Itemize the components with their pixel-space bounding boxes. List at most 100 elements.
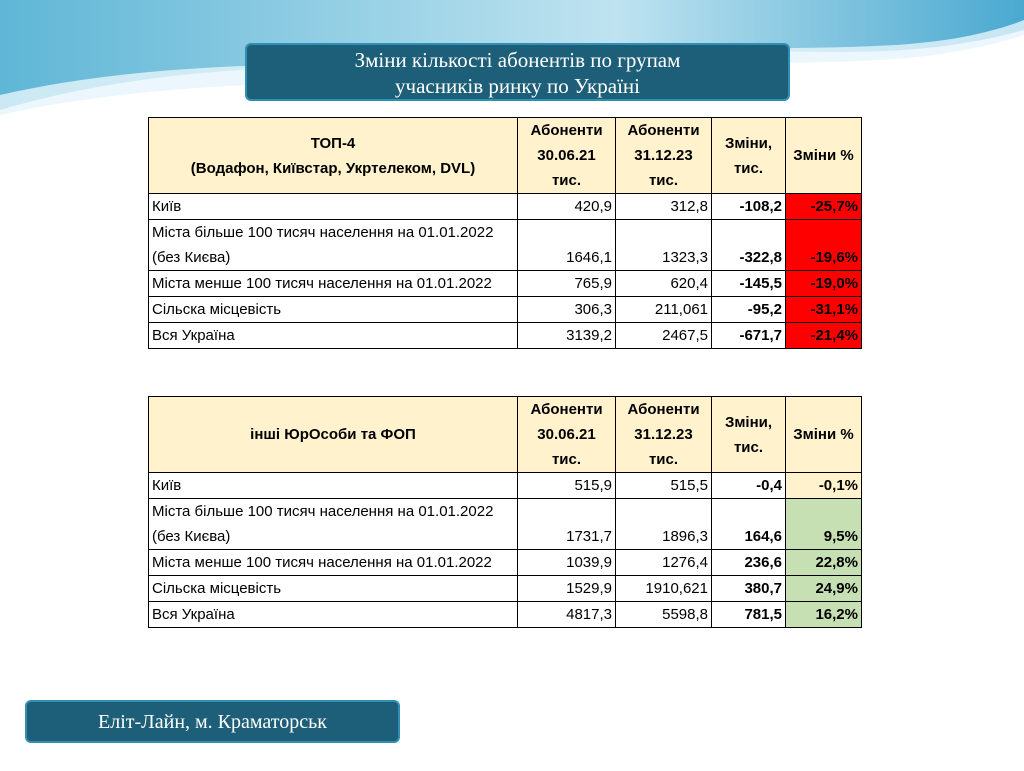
cell-value: 1039,9 bbox=[517, 549, 616, 576]
header-cell: Зміни, тис. bbox=[711, 117, 786, 194]
header-row: ТОП-4 (Водафон, Київстар, Укртелеком, DVL… bbox=[148, 117, 862, 194]
cell-value: -25,7% bbox=[785, 193, 862, 220]
cell-value: 1896,3 bbox=[615, 498, 712, 550]
header-cell: інші ЮрОсоби та ФОП bbox=[148, 396, 518, 473]
header-line: Абоненти bbox=[627, 401, 700, 418]
cell-value: 4817,3 bbox=[517, 601, 616, 628]
header-cell: Зміни, тис. bbox=[711, 396, 786, 473]
row-label: Міста більше 100 тисяч населення на 01.0… bbox=[148, 498, 518, 550]
cell-value: 515,5 bbox=[615, 472, 712, 499]
header-cell: ТОП-4 (Водафон, Київстар, Укртелеком, DVL… bbox=[148, 117, 518, 194]
cell-value: 211,061 bbox=[615, 296, 712, 323]
header-cell: Абоненти 31.12.23 тис. bbox=[615, 117, 712, 194]
cell-value: 3139,2 bbox=[517, 322, 616, 349]
cell-value: 1529,9 bbox=[517, 575, 616, 602]
cell-value: -19,0% bbox=[785, 270, 862, 297]
data-row: Київ 515,9 515,5 -0,4 -0,1% bbox=[148, 472, 862, 499]
title-line: Зміни кількості абонентів по групам bbox=[354, 48, 681, 72]
cell-value: -145,5 bbox=[711, 270, 786, 297]
cell-value: 22,8% bbox=[785, 549, 862, 576]
cell-value: 24,9% bbox=[785, 575, 862, 602]
row-label: Вся Україна bbox=[148, 322, 518, 349]
title-line: учасників ринку по Україні bbox=[395, 74, 640, 98]
header-line: Абоненти bbox=[530, 401, 603, 418]
header-line: Абоненти bbox=[627, 122, 700, 139]
data-row: Київ 420,9 312,8 -108,2 -25,7% bbox=[148, 193, 862, 220]
header-cell: Зміни % bbox=[785, 396, 862, 473]
cell-value: 312,8 bbox=[615, 193, 712, 220]
header-line: тис. bbox=[733, 438, 764, 456]
cell-value: 236,6 bbox=[711, 549, 786, 576]
header-cell: Абоненти 30.06.21 тис. bbox=[517, 396, 616, 473]
header-line: Зміни % bbox=[793, 426, 854, 443]
cell-value: -0,4 bbox=[711, 472, 786, 499]
data-row: Сільска місцевість 1529,9 1910,621 380,7 24,… bbox=[148, 575, 862, 602]
header-line: тис. bbox=[733, 159, 764, 177]
row-label: Вся Україна bbox=[148, 601, 518, 628]
footer: Еліт-Лайн, м. Краматорськ bbox=[25, 700, 400, 743]
cell-value: 1910,621 bbox=[615, 575, 712, 602]
data-row: Міста менше 100 тисяч населення на 01.01… bbox=[148, 549, 862, 576]
row-label: Сільска місцевість bbox=[148, 296, 518, 323]
header-line: Зміни, bbox=[724, 134, 773, 152]
header-line: тис. bbox=[648, 451, 679, 468]
data-row: Міста більше 100 тисяч населення на 01.0… bbox=[148, 219, 862, 271]
data-table: ТОП-4 (Водафон, Київстар, Укртелеком, DVL… bbox=[148, 117, 862, 349]
cell-value: -671,7 bbox=[711, 322, 786, 349]
header-line: 30.06.21 bbox=[537, 426, 596, 443]
cell-value: 2467,5 bbox=[615, 322, 712, 349]
slide-title: Зміни кількості абонентів по групам учас… bbox=[245, 43, 790, 101]
header-line: тис. bbox=[551, 451, 582, 468]
row-label: Міста більше 100 тисяч населення на 01.0… bbox=[148, 219, 518, 271]
data-row: Міста менше 100 тисяч населення на 01.01… bbox=[148, 270, 862, 297]
cell-value: -322,8 bbox=[711, 219, 786, 271]
data-row: Сільска місцевість 306,3 211,061 -95,2 -31,1… bbox=[148, 296, 862, 323]
cell-value: 5598,8 bbox=[615, 601, 712, 628]
data-table: інші ЮрОсоби та ФОП Абоненти 30.06.21 тис. А… bbox=[148, 396, 862, 628]
header-line: Зміни % bbox=[793, 147, 854, 164]
row-label: Міста менше 100 тисяч населення на 01.01… bbox=[148, 549, 518, 576]
cell-value: -0,1% bbox=[785, 472, 862, 499]
row-label: Міста менше 100 тисяч населення на 01.01… bbox=[148, 270, 518, 297]
cell-value: 1646,1 bbox=[517, 219, 616, 271]
header-line: Зміни, bbox=[724, 413, 773, 431]
cell-value: 1731,7 bbox=[517, 498, 616, 550]
cell-value: 306,3 bbox=[517, 296, 616, 323]
cell-value: 420,9 bbox=[517, 193, 616, 220]
header-row: інші ЮрОсоби та ФОП Абоненти 30.06.21 тис. А… bbox=[148, 396, 862, 473]
cell-value: -108,2 bbox=[711, 193, 786, 220]
data-row: Вся Україна 4817,3 5598,8 781,5 16,2% bbox=[148, 601, 862, 628]
row-label: Київ bbox=[148, 193, 518, 220]
header-cell: Абоненти 30.06.21 тис. bbox=[517, 117, 616, 194]
header-line: 31.12.23 bbox=[634, 426, 693, 443]
cell-value: 9,5% bbox=[785, 498, 862, 550]
cell-value: -95,2 bbox=[711, 296, 786, 323]
cell-value: 1323,3 bbox=[615, 219, 712, 271]
cell-value: 620,4 bbox=[615, 270, 712, 297]
cell-value: -31,1% bbox=[785, 296, 862, 323]
header-line: 31.12.23 bbox=[634, 147, 693, 164]
data-row: Вся Україна 3139,2 2467,5 -671,7 -21,4% bbox=[148, 322, 862, 349]
cell-value: 380,7 bbox=[711, 575, 786, 602]
header-line: тис. bbox=[648, 172, 679, 189]
header-line: (Водафон, Київстар, Укртелеком, DVL) bbox=[190, 159, 476, 177]
cell-value: 1276,4 bbox=[615, 549, 712, 576]
header-line: інші ЮрОсоби та ФОП bbox=[250, 426, 416, 443]
header-cell: Зміни % bbox=[785, 117, 862, 194]
cell-value: -21,4% bbox=[785, 322, 862, 349]
cell-value: 16,2% bbox=[785, 601, 862, 628]
data-row: Міста більше 100 тисяч населення на 01.0… bbox=[148, 498, 862, 550]
header-line: 30.06.21 bbox=[537, 147, 596, 164]
cell-value: 765,9 bbox=[517, 270, 616, 297]
header-line: Абоненти bbox=[530, 122, 603, 139]
header-line: ТОП-4 bbox=[310, 134, 356, 152]
cell-value: 515,9 bbox=[517, 472, 616, 499]
cell-value: 781,5 bbox=[711, 601, 786, 628]
row-label: Сільска місцевість bbox=[148, 575, 518, 602]
cell-value: 164,6 bbox=[711, 498, 786, 550]
cell-value: -19,6% bbox=[785, 219, 862, 271]
row-label: Київ bbox=[148, 472, 518, 499]
header-cell: Абоненти 31.12.23 тис. bbox=[615, 396, 712, 473]
